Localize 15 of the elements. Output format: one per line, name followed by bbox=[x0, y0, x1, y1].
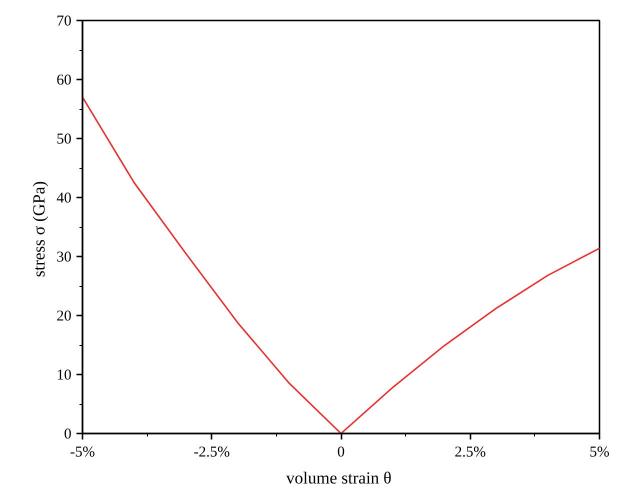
x-tick-label: -5% bbox=[70, 444, 96, 460]
y-tick-label: 10 bbox=[56, 368, 72, 384]
x-tick-label: -2.5% bbox=[194, 444, 230, 460]
y-tick-label: 30 bbox=[56, 250, 72, 266]
y-axis-title: stress σ (GPa) bbox=[30, 181, 48, 278]
y-tick-label: 20 bbox=[56, 308, 72, 324]
x-tick-label: 0 bbox=[337, 444, 345, 460]
x-axis-title: volume strain θ bbox=[286, 468, 392, 488]
y-tick-label: 70 bbox=[56, 14, 72, 30]
y-tick-label: 50 bbox=[56, 132, 72, 148]
y-tick-label: 40 bbox=[56, 190, 72, 206]
y-tick-label: 60 bbox=[56, 72, 72, 88]
x-tick-label: 2.5% bbox=[454, 444, 486, 460]
x-tick-label: 5% bbox=[590, 444, 610, 460]
y-tick-label: 0 bbox=[64, 426, 72, 442]
